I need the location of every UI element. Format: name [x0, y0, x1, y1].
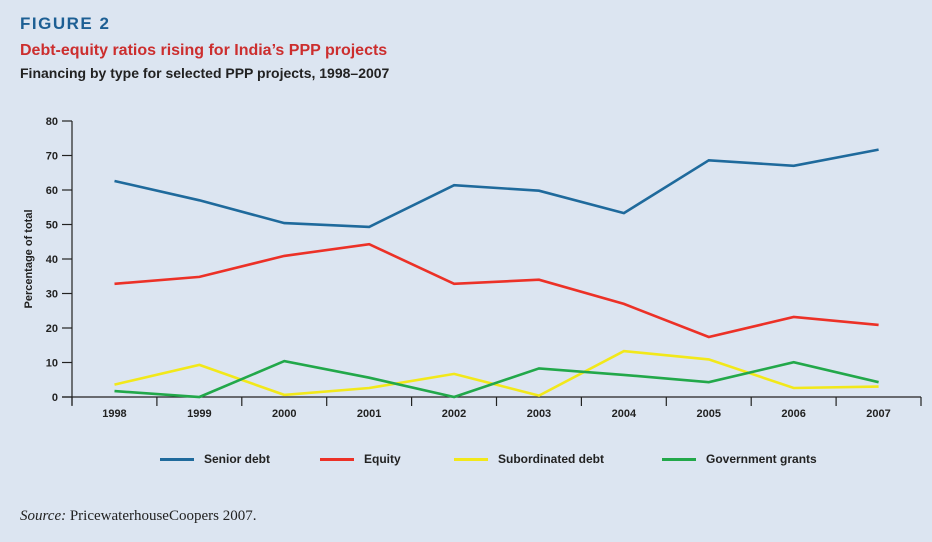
y-tick-label: 40: [46, 254, 58, 266]
x-tick-label: 1998: [102, 408, 126, 420]
legend-swatch-senior-debt: [160, 457, 194, 461]
y-tick-label: 20: [46, 323, 58, 335]
x-tick-label: 2001: [357, 408, 381, 420]
y-tick-label: 80: [46, 116, 58, 128]
legend-label-government-grants: Government grants: [706, 452, 817, 466]
series-equity: [114, 242, 879, 339]
legend-label-subordinated-debt: Subordinated debt: [498, 452, 604, 466]
y-tick-label: 70: [46, 151, 58, 163]
legend-swatch-equity: [320, 457, 354, 461]
y-axis: 0 10 20 30 40 50 60 70 80: [46, 116, 73, 405]
x-tick-label: 2005: [697, 408, 721, 420]
source-note: Source: PricewaterhouseCoopers 2007.: [20, 508, 256, 525]
legend: Senior debt Equity Subordinated debt Gov…: [160, 452, 817, 466]
x-axis: 1998 1999 2000 2001 2002 2003 2004 2005 2006 2007: [62, 396, 922, 420]
series-line-government-grants: [114, 359, 879, 399]
legend-item-government-grants: Government grants: [662, 452, 817, 466]
figure-label: FIGURE 2: [20, 14, 111, 33]
y-tick-label: 10: [46, 358, 58, 370]
source-text: PricewaterhouseCoopers 2007.: [66, 508, 257, 524]
chart-title: Debt-equity ratios rising for India’s PP…: [20, 42, 388, 59]
y-tick-label: 60: [46, 185, 58, 197]
source-prefix: Source:: [20, 508, 67, 524]
series-subordinated-debt: [114, 349, 879, 397]
series-layer: [114, 148, 879, 399]
y-tick-label: 30: [46, 289, 58, 301]
x-tick-label: 2000: [272, 408, 296, 420]
legend-item-equity: Equity: [320, 452, 454, 466]
legend-item-subordinated-debt: Subordinated debt: [454, 452, 662, 466]
series-line-subordinated-debt: [114, 349, 879, 397]
series-line-equity: [114, 242, 879, 339]
legend-label-senior-debt: Senior debt: [204, 452, 271, 466]
y-tick-label: 50: [46, 220, 58, 232]
x-tick-label: 2003: [527, 408, 551, 420]
x-tick-label: 2002: [442, 408, 466, 420]
series-senior-debt: [114, 148, 879, 229]
series-government-grants: [114, 359, 879, 399]
legend-label-equity: Equity: [364, 452, 401, 466]
y-axis-title: Percentage of total: [23, 209, 35, 308]
series-line-senior-debt: [114, 148, 879, 229]
x-tick-label: 2006: [781, 408, 805, 420]
x-tick-label: 1999: [187, 408, 211, 420]
x-tick-label: 2007: [866, 408, 890, 420]
legend-item-senior-debt: Senior debt: [160, 452, 320, 466]
legend-swatch-government-grants: [662, 457, 696, 461]
chart-subtitle: Financing by type for selected PPP proje…: [20, 65, 390, 81]
x-tick-label: 2004: [612, 408, 637, 420]
y-tick-label: 0: [52, 392, 58, 404]
legend-swatch-subordinated-debt: [454, 457, 488, 461]
